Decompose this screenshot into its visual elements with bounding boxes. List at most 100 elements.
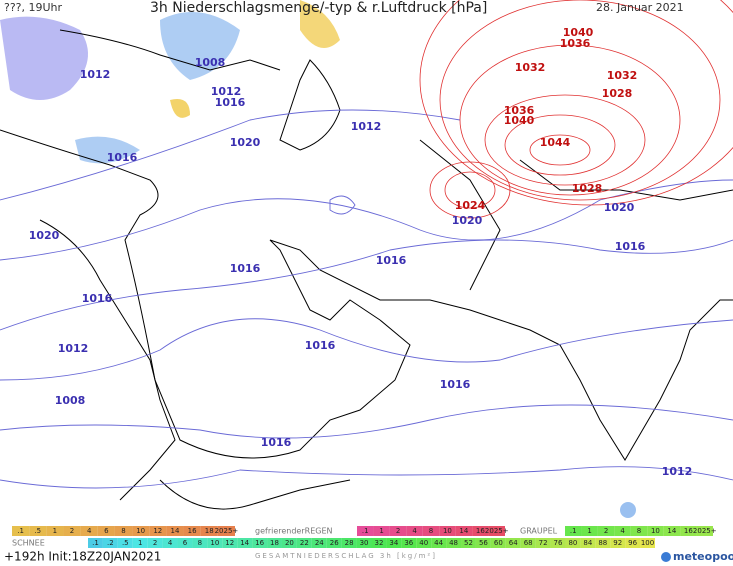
graupel-scale-value: 10	[651, 527, 660, 535]
graupel-scale-cell	[647, 526, 664, 536]
snow-scale-value: 1	[53, 527, 57, 535]
header-title: 3h Niederschlagsmenge/-typ & r.Luftdruck…	[150, 0, 487, 16]
freezing-rain-scale-cell	[439, 526, 456, 536]
snow-scale-value: .1	[17, 527, 24, 535]
total-scale-cell	[102, 538, 118, 548]
total-scale-value: 88	[598, 539, 607, 547]
isobar-label: 1016	[305, 339, 336, 352]
total-scale-value: 44	[434, 539, 443, 547]
freezing-rain-scale-value: 4	[412, 527, 417, 535]
isobar-label: 1012	[80, 68, 111, 81]
graupel-scale-cell	[581, 526, 598, 536]
snow-scale-cell	[166, 526, 184, 536]
snow-scale-value: 12	[153, 527, 162, 535]
total-scale-cell	[535, 538, 551, 548]
isobar-label: 1016	[376, 254, 407, 267]
high-pressure-label: 1044	[540, 136, 571, 149]
snow-scale-cell	[12, 526, 30, 536]
total-scale-value: 96	[628, 539, 637, 547]
total-scale-value: 28	[345, 539, 354, 547]
high-pressure	[419, 0, 733, 219]
high-pressure-label: 1040	[504, 114, 535, 127]
total-label: GESAMTNIEDERSCHLAG 3h [kg/m²]	[255, 552, 437, 560]
snow-scale-value: 14	[171, 527, 180, 535]
graupel-scale-cell	[597, 526, 615, 536]
snow-scale-value: 2025+	[215, 527, 239, 535]
total-scale-value: 6	[183, 539, 188, 547]
freezing-rain-scale-value: 10	[443, 527, 452, 535]
graupel-scale-value: .1	[570, 527, 577, 535]
graupel-label: GRAUPEL	[520, 527, 558, 536]
isobar-label: 1016	[107, 151, 138, 164]
snow-scale-cell	[149, 526, 167, 536]
total-scale-cell	[296, 538, 312, 548]
total-scale-value: 2	[153, 539, 157, 547]
total-scale-value: 16	[255, 539, 264, 547]
isobar-label: 1008	[55, 394, 86, 407]
graupel-scale-cell	[565, 526, 582, 536]
total-scale-cell	[386, 538, 402, 548]
total-scale-cell	[505, 538, 521, 548]
total-scale-value: 68	[524, 539, 533, 547]
total-scale-value: .2	[107, 539, 114, 547]
isobar-label: 1016	[230, 262, 261, 275]
freezing-rain-scale-value: 2025+	[485, 527, 509, 535]
total-scale-value: 20	[285, 539, 294, 547]
total-scale-value: 22	[300, 539, 309, 547]
freezing-rain-scale-cell	[455, 526, 473, 536]
isobar-label: 1016	[440, 378, 471, 391]
graupel-scale-value: 8	[637, 527, 641, 535]
high-pressure-label: 1032	[515, 61, 546, 74]
total-scale-value: 14	[240, 539, 249, 547]
snow-scale-value: 8	[121, 527, 125, 535]
snow-scale-cell	[132, 526, 150, 536]
total-scale-value: .1	[92, 539, 99, 547]
isobar-label: 1016	[215, 96, 246, 109]
snow-scale-value: 10	[136, 527, 145, 535]
header-left: ???, 19Uhr	[4, 1, 63, 14]
total-scale-value: 84	[583, 539, 592, 547]
graupel-scale-value: 16	[684, 527, 693, 535]
freezing-rain-scale-value: .1	[362, 527, 369, 535]
snow-scale-value: 16	[188, 527, 197, 535]
total-scale-value: 100	[641, 539, 654, 547]
high-pressure-label: 1028	[602, 87, 633, 100]
total-scale-cell	[341, 538, 357, 548]
total-scale-cell	[371, 538, 387, 548]
total-scale-value: 48	[449, 539, 458, 547]
total-scale-cell	[490, 538, 506, 548]
total-scale-value: 80	[568, 539, 577, 547]
graupel-scale-cell	[696, 526, 713, 536]
freezing-rain-scale-cell	[488, 526, 505, 536]
run-info: +192h Init:18Z20JAN2021	[4, 550, 161, 564]
freezing-rain-scale-cell	[422, 526, 440, 536]
freezing-rain-scale-value: 16	[476, 527, 485, 535]
total-scale-cell	[237, 538, 253, 548]
total-scale-cell	[267, 538, 282, 548]
isobar-label: 1008	[195, 56, 226, 69]
isobar-label: 1012	[211, 85, 242, 98]
total-scale-value: 8	[198, 539, 202, 547]
high-pressure-label: 1024	[455, 199, 486, 212]
total-scale-cell	[88, 538, 103, 548]
isobar-label: 1012	[58, 342, 89, 355]
total-scale-cell	[610, 538, 626, 548]
snow-scale-cell	[114, 526, 133, 536]
total-scale-value: 76	[554, 539, 563, 547]
total-scale-cell	[117, 538, 133, 548]
isobar-label: 1020	[604, 201, 635, 214]
isobar-label: 1012	[662, 465, 693, 478]
total-scale-cell	[162, 538, 178, 548]
snow-scale-value: 4	[87, 527, 92, 535]
snow-scale-cell	[46, 526, 64, 536]
total-scale-cell	[595, 538, 611, 548]
total-scale-cell	[565, 538, 581, 548]
snow-scale-value: .5	[34, 527, 41, 535]
freezing-rain-scale-cell	[406, 526, 423, 536]
total-scale-cell	[356, 538, 372, 548]
snow-scale-value: 6	[104, 527, 109, 535]
total-scale-cell	[192, 538, 208, 548]
total-scale-value: 1	[138, 539, 142, 547]
total-scale-value: 72	[539, 539, 548, 547]
total-scale-cell	[625, 538, 641, 548]
